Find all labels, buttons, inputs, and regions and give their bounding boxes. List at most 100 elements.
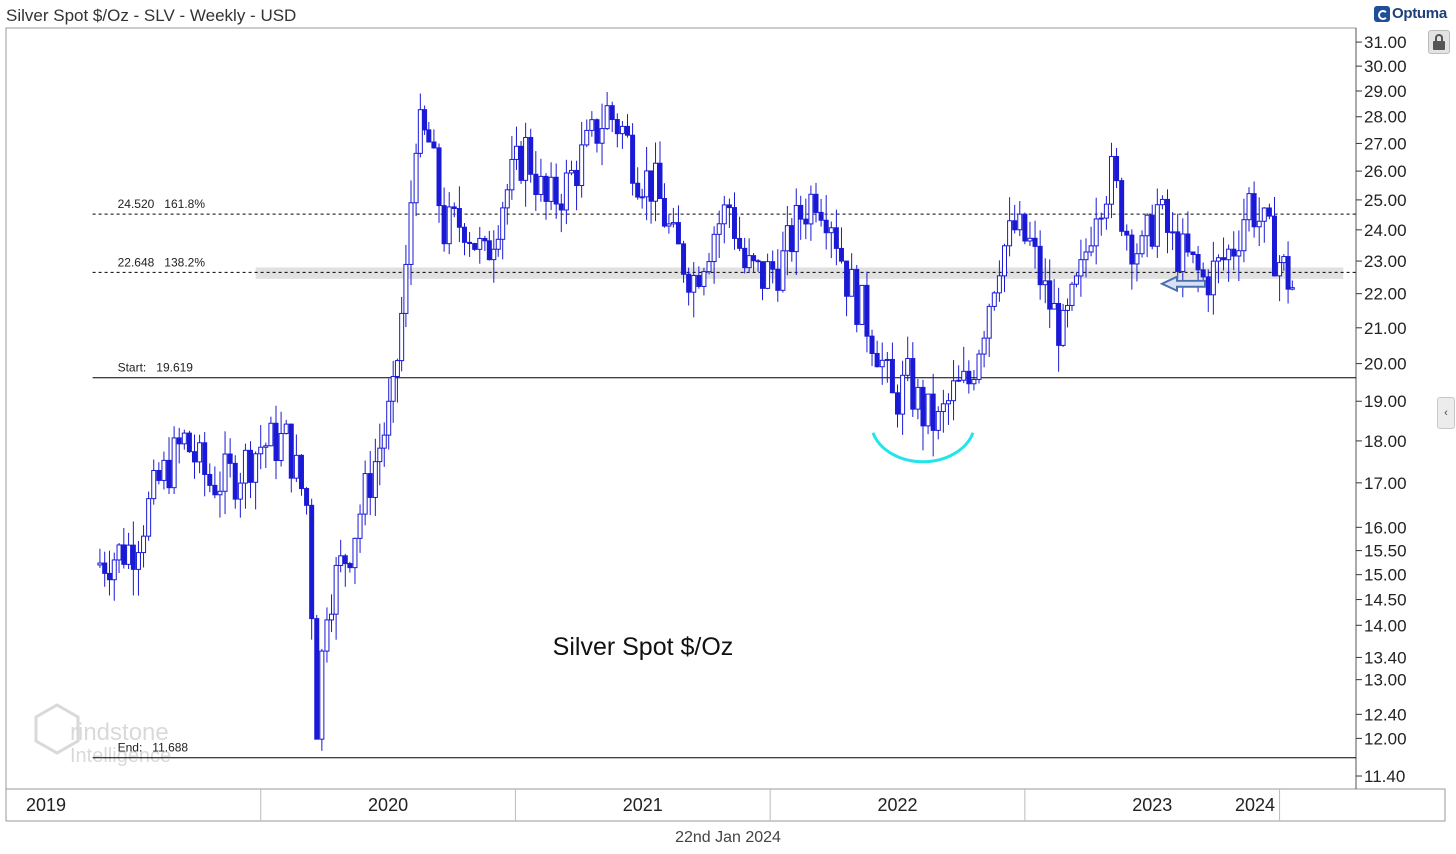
candle-body [171, 437, 177, 489]
candle-body [701, 271, 707, 287]
candle-body [304, 488, 310, 506]
x-tick-label: 2020 [368, 795, 408, 815]
candle-body [342, 555, 348, 565]
candle-body [97, 562, 103, 566]
y-tick-label: 11.40 [1364, 767, 1405, 786]
candle-body [413, 152, 419, 204]
candle-body [1165, 198, 1171, 233]
candle-body [889, 358, 895, 394]
candle-body [186, 432, 192, 453]
candle-body [604, 105, 610, 130]
candle-body [1129, 234, 1135, 265]
candle-body [751, 255, 757, 262]
candle-body [482, 237, 488, 242]
candle-body [1180, 233, 1186, 272]
candle-body [1093, 218, 1099, 247]
candle-body [1078, 259, 1084, 277]
candle-body [161, 459, 167, 481]
candle-body [1088, 245, 1094, 253]
candle-body [981, 337, 987, 355]
candle-body [681, 243, 687, 275]
candle-body [456, 207, 462, 228]
candle-body [309, 504, 315, 620]
y-tick-label: 25.00 [1364, 191, 1407, 210]
y-tick-label: 24.00 [1364, 221, 1407, 240]
candle-body [813, 193, 819, 213]
candle-body [357, 513, 363, 539]
candle-body [293, 454, 299, 479]
candle-body [538, 175, 544, 195]
candle-body [477, 237, 483, 250]
x-tick-label: 2024 [1235, 795, 1275, 815]
candle-body [951, 380, 957, 402]
candle-body [864, 284, 870, 337]
candle-body [273, 422, 279, 461]
candle-body [102, 562, 108, 574]
candle-body [784, 225, 790, 252]
candle-body [1285, 256, 1291, 290]
candle-body [1251, 193, 1257, 228]
candle-body [106, 572, 112, 581]
chevron-left-icon: ‹ [1444, 407, 1448, 419]
lock-icon [1433, 41, 1445, 50]
candle-body [844, 260, 850, 297]
candle-body [451, 206, 457, 209]
candle-body [1042, 280, 1048, 286]
candle-body [394, 360, 400, 377]
y-tick-label: 31.00 [1364, 33, 1407, 52]
candle-body [849, 268, 855, 297]
candle-body [461, 226, 467, 243]
candle-body [1022, 213, 1028, 242]
candle-body [879, 359, 885, 368]
candle-body [227, 453, 233, 464]
expand-panel-button[interactable]: ‹ [1437, 397, 1455, 429]
candle-body [1195, 254, 1201, 271]
candle-body [935, 411, 941, 431]
y-tick-label: 30.00 [1364, 57, 1407, 76]
candle-body [422, 109, 428, 131]
candle-body [446, 206, 452, 245]
chart-title: Silver Spot $/Oz [553, 633, 734, 661]
candle-body [248, 449, 254, 483]
resistance-zone-band [255, 267, 1344, 279]
y-tick-label: 22.00 [1364, 285, 1407, 304]
chart-date: 22nd Jan 2024 [675, 829, 781, 846]
y-tick-label: 15.50 [1364, 542, 1407, 561]
watermark-text: rindstone [70, 719, 169, 746]
candle-body [278, 433, 284, 461]
candle-body [553, 176, 559, 205]
candle-body [789, 225, 795, 253]
candle-body [1037, 245, 1043, 286]
candle-body [504, 189, 510, 209]
candle-body [268, 422, 274, 447]
candle-body [314, 618, 320, 740]
y-tick-label: 20.00 [1364, 355, 1407, 374]
candle-body [217, 490, 223, 496]
candle-body [1124, 230, 1130, 236]
lock-scale-button[interactable] [1428, 30, 1450, 54]
candle-body [996, 275, 1002, 294]
candle-body [1205, 276, 1211, 296]
candle-body [874, 352, 880, 368]
candle-body [589, 119, 595, 131]
candle-body [237, 482, 243, 500]
candle-body [141, 535, 147, 554]
y-tick-label: 29.00 [1364, 82, 1407, 101]
candle-body [130, 544, 136, 570]
candle-body [905, 358, 911, 376]
candle-body [833, 227, 839, 249]
candle-body [513, 145, 519, 160]
candle-body [1215, 257, 1221, 262]
candle-body [770, 261, 776, 270]
candle-body [408, 202, 414, 265]
candle-body [288, 423, 294, 479]
candle-body [803, 218, 809, 225]
candle-body [945, 400, 951, 405]
candle-body [1159, 198, 1165, 206]
y-tick-label: 17.00 [1364, 474, 1407, 493]
candle-body [1065, 304, 1071, 311]
candle-body [920, 386, 926, 427]
candle-body [900, 374, 906, 415]
candle-body [126, 544, 132, 565]
